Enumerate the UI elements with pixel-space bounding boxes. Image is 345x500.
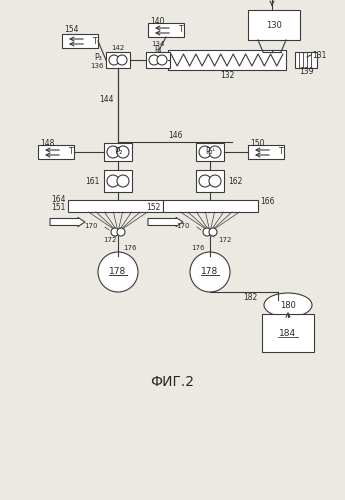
Text: P₃: P₃ xyxy=(94,54,102,62)
Bar xyxy=(38,145,74,159)
Text: 132: 132 xyxy=(220,72,234,80)
Text: 142: 142 xyxy=(111,45,125,51)
Circle shape xyxy=(203,228,211,236)
Text: 148: 148 xyxy=(40,138,55,147)
Bar xyxy=(262,314,314,352)
Text: T: T xyxy=(179,26,183,35)
Text: 178: 178 xyxy=(109,268,127,276)
Circle shape xyxy=(199,146,211,158)
Circle shape xyxy=(190,252,230,292)
Circle shape xyxy=(117,175,129,187)
Circle shape xyxy=(209,146,221,158)
Text: 146: 146 xyxy=(168,130,182,140)
Text: 176: 176 xyxy=(191,245,205,251)
Text: T: T xyxy=(93,36,97,46)
Text: 180: 180 xyxy=(280,300,296,310)
Text: 161: 161 xyxy=(86,176,100,186)
Bar xyxy=(163,200,258,212)
Circle shape xyxy=(209,228,217,236)
Text: 131: 131 xyxy=(312,50,326,59)
Bar xyxy=(104,170,132,192)
FancyArrow shape xyxy=(50,218,85,226)
Circle shape xyxy=(109,55,119,65)
Ellipse shape xyxy=(264,293,312,317)
Text: 178: 178 xyxy=(201,268,219,276)
Text: 140: 140 xyxy=(150,18,165,26)
Text: 176: 176 xyxy=(123,245,137,251)
Text: P₂ᴸ: P₂ᴸ xyxy=(205,148,215,156)
Bar xyxy=(196,170,224,192)
Text: P₂: P₂ xyxy=(114,148,122,156)
Text: 139: 139 xyxy=(299,68,313,76)
Text: 151: 151 xyxy=(52,202,66,211)
Bar xyxy=(168,50,286,70)
Text: 134: 134 xyxy=(151,41,165,47)
Bar xyxy=(104,143,132,161)
Text: 170: 170 xyxy=(177,223,190,229)
Bar xyxy=(68,200,163,212)
Circle shape xyxy=(199,175,211,187)
Bar xyxy=(62,34,98,48)
Text: 166: 166 xyxy=(260,196,275,205)
Text: 182: 182 xyxy=(243,294,257,302)
Circle shape xyxy=(107,146,119,158)
Text: 172: 172 xyxy=(103,237,117,243)
Circle shape xyxy=(149,55,159,65)
Text: 136: 136 xyxy=(90,63,104,69)
Text: 164: 164 xyxy=(51,196,66,204)
Text: 172: 172 xyxy=(218,237,231,243)
Bar xyxy=(295,52,317,68)
Circle shape xyxy=(117,228,125,236)
Text: 144: 144 xyxy=(99,96,114,104)
Circle shape xyxy=(98,252,138,292)
Bar xyxy=(106,52,130,68)
Bar xyxy=(248,10,300,40)
Text: T: T xyxy=(279,148,283,156)
Bar xyxy=(146,52,170,68)
Bar xyxy=(196,143,224,161)
Circle shape xyxy=(117,55,127,65)
Text: 152: 152 xyxy=(147,202,161,211)
Bar xyxy=(148,23,184,37)
Text: T: T xyxy=(69,148,73,156)
Text: P₁: P₁ xyxy=(154,46,162,54)
Text: 184: 184 xyxy=(279,328,297,338)
Text: 150: 150 xyxy=(250,138,265,147)
Text: ФИГ.2: ФИГ.2 xyxy=(150,375,194,389)
Circle shape xyxy=(157,55,167,65)
Text: 154: 154 xyxy=(64,26,79,35)
Text: 162: 162 xyxy=(228,176,243,186)
Text: 170: 170 xyxy=(85,223,98,229)
Text: 130: 130 xyxy=(266,20,282,30)
Bar xyxy=(248,145,284,159)
Circle shape xyxy=(111,228,119,236)
Circle shape xyxy=(107,175,119,187)
FancyArrow shape xyxy=(148,218,183,226)
Circle shape xyxy=(117,146,129,158)
Circle shape xyxy=(209,175,221,187)
